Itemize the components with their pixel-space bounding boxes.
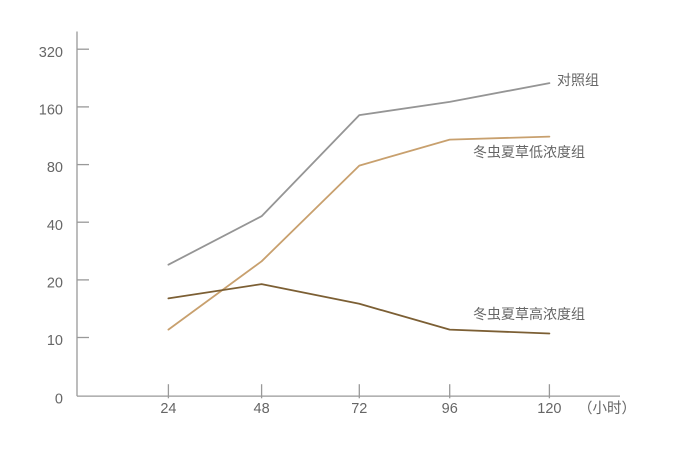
svg-text:40: 40 (47, 218, 63, 234)
svg-text:72: 72 (351, 401, 367, 417)
svg-text:10: 10 (47, 333, 63, 349)
svg-text:冬虫夏草高浓度组: 冬虫夏草高浓度组 (473, 306, 585, 322)
svg-text:160: 160 (39, 103, 63, 119)
svg-text:48: 48 (254, 401, 270, 417)
svg-text:0: 0 (55, 392, 63, 408)
svg-text:96: 96 (442, 401, 458, 417)
svg-text:对照组: 对照组 (557, 72, 599, 88)
svg-text:120: 120 (537, 401, 561, 417)
svg-text:20: 20 (47, 276, 63, 292)
svg-text:80: 80 (47, 160, 63, 176)
svg-text:320: 320 (39, 45, 63, 61)
svg-text:24: 24 (160, 401, 176, 417)
svg-text:冬虫夏草低浓度组: 冬虫夏草低浓度组 (473, 144, 585, 160)
svg-text:（小时）: （小时） (578, 400, 636, 417)
